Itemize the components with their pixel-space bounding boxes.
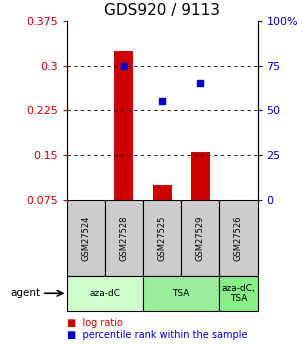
Bar — [143, 200, 181, 276]
Text: TSA: TSA — [172, 289, 190, 298]
Bar — [152, 185, 171, 200]
Text: ■  log ratio: ■ log ratio — [67, 318, 122, 327]
Text: ■  percentile rank within the sample: ■ percentile rank within the sample — [67, 331, 247, 340]
Bar — [115, 51, 133, 200]
Title: GDS920 / 9113: GDS920 / 9113 — [104, 3, 220, 18]
Bar — [219, 200, 258, 276]
Text: GSM27528: GSM27528 — [119, 215, 128, 261]
Bar — [105, 200, 143, 276]
Bar — [219, 276, 258, 310]
Text: aza-dC: aza-dC — [89, 289, 120, 298]
Text: aza-dC,
TSA: aza-dC, TSA — [221, 284, 255, 303]
Text: GSM27524: GSM27524 — [81, 215, 90, 261]
Text: GSM27525: GSM27525 — [158, 215, 167, 261]
Bar — [67, 200, 105, 276]
Bar — [181, 200, 219, 276]
Text: agent: agent — [11, 288, 41, 298]
Text: GSM27526: GSM27526 — [234, 215, 243, 261]
Bar — [143, 276, 219, 310]
Text: GSM27529: GSM27529 — [196, 215, 205, 261]
Bar — [67, 276, 143, 310]
Bar — [191, 152, 210, 200]
